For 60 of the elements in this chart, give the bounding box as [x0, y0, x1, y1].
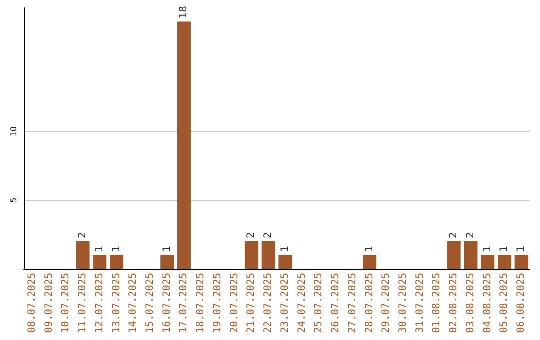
bar [160, 255, 174, 269]
x-tick-label: 24.07.2025 [296, 273, 308, 334]
x-tick-label: 03.08.2025 [465, 273, 476, 334]
x-tick-label: 22.07.2025 [263, 273, 274, 334]
x-tick-label: 17.07.2025 [178, 273, 190, 334]
x-tick-label: 02.08.2025 [448, 273, 460, 334]
data-label: 1 [94, 246, 106, 252]
bar [464, 242, 478, 269]
bar [481, 255, 495, 269]
x-tick-label: 26.07.2025 [330, 273, 342, 334]
x-tick-label: 11.07.2025 [78, 273, 89, 334]
bar [278, 255, 292, 269]
x-tick-label: 09.07.2025 [44, 273, 55, 334]
data-label: 2 [448, 232, 460, 239]
x-tick-label: 20.07.2025 [229, 273, 240, 334]
x-tick-label: 10.07.2025 [60, 273, 72, 334]
x-tick-label: 31.07.2025 [414, 273, 426, 334]
x-tick-label: 16.07.2025 [162, 273, 173, 334]
bar [514, 255, 528, 269]
data-label: 2 [465, 232, 476, 239]
bar [363, 255, 377, 269]
data-label: 1 [364, 246, 376, 252]
x-tick-label: 04.08.2025 [482, 273, 494, 334]
x-tick-label: 30.07.2025 [398, 273, 409, 334]
y-tick-label: 10 [10, 126, 18, 137]
x-tick-label: 19.07.2025 [212, 273, 224, 334]
y-tick-label: 5 [10, 198, 18, 203]
x-tick-label: 13.07.2025 [111, 273, 122, 334]
bar [498, 255, 512, 269]
x-tick-label: 01.08.2025 [432, 273, 443, 334]
data-label: 2 [246, 232, 258, 239]
x-tick-label: 14.07.2025 [128, 273, 140, 334]
x-tick-label: 05.08.2025 [499, 273, 510, 334]
data-label: 18 [178, 6, 190, 19]
data-label: 1 [482, 246, 494, 252]
x-tick-label: 15.07.2025 [145, 273, 156, 334]
x-tick-label: 21.07.2025 [246, 273, 258, 334]
bar [447, 242, 461, 269]
x-tick-label: 27.07.2025 [347, 273, 358, 334]
x-tick-label: 25.07.2025 [314, 273, 325, 334]
x-tick-label: 12.07.2025 [94, 273, 106, 334]
bar [110, 255, 124, 269]
data-label: 2 [263, 232, 274, 239]
data-label: 1 [162, 246, 173, 252]
data-label: 1 [280, 246, 291, 252]
bar [93, 255, 107, 269]
bar [262, 242, 276, 269]
x-tick-label: 06.08.2025 [516, 273, 528, 334]
x-tick-label: 29.07.2025 [381, 273, 392, 334]
bar [76, 242, 90, 269]
x-tick-label: 28.07.2025 [364, 273, 376, 334]
data-label: 2 [78, 232, 89, 239]
bar [244, 242, 258, 269]
x-tick-label: 18.07.2025 [196, 273, 207, 334]
data-label: 1 [516, 246, 528, 252]
bar [177, 22, 191, 269]
x-tick-label: 08.07.2025 [26, 273, 38, 334]
data-label: 1 [499, 246, 510, 252]
x-tick-label: 23.07.2025 [280, 273, 291, 334]
data-label: 1 [111, 246, 122, 252]
